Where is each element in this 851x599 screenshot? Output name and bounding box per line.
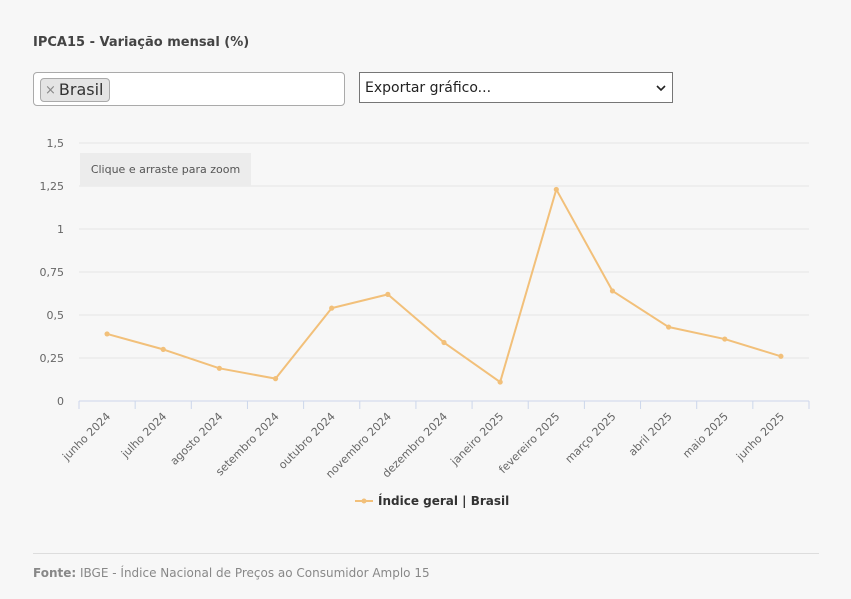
data-point[interactable] bbox=[216, 365, 222, 371]
export-select-label: Exportar gráfico... bbox=[365, 79, 492, 96]
x-tick-label: julho 2024 bbox=[118, 410, 169, 461]
x-tick-label: junho 2025 bbox=[733, 410, 787, 464]
x-tick-label: março 2025 bbox=[563, 410, 619, 466]
x-tick-label: agosto 2024 bbox=[168, 410, 226, 468]
source-text: IBGE - Índice Nacional de Preços ao Cons… bbox=[80, 566, 430, 580]
chart-title: IPCA15 - Variação mensal (%) bbox=[33, 35, 250, 50]
data-point[interactable] bbox=[104, 331, 110, 337]
chart-gridlines bbox=[79, 142, 809, 359]
data-point[interactable] bbox=[272, 376, 279, 382]
y-axis-ticks: 0 0,25 0,5 0,75 1 1,25 1,5 bbox=[40, 137, 65, 408]
series-index-geral[interactable] bbox=[104, 186, 784, 385]
x-tick-label: maio 2025 bbox=[680, 410, 731, 461]
legend-line-marker-icon bbox=[355, 498, 373, 504]
zoom-hint: Clique e arraste para zoom bbox=[80, 153, 251, 186]
region-tag-label: Brasil bbox=[58, 80, 104, 99]
data-point[interactable] bbox=[329, 305, 335, 311]
data-point[interactable] bbox=[441, 339, 447, 346]
data-point[interactable] bbox=[609, 288, 616, 294]
x-tick-label: janeiro 2025 bbox=[448, 410, 507, 469]
y-tick-label: 0,75 bbox=[40, 266, 65, 279]
x-tick-label: abril 2025 bbox=[626, 410, 675, 459]
y-tick-label: 1,5 bbox=[47, 137, 65, 150]
y-tick-label: 1,25 bbox=[40, 180, 65, 193]
region-multiselect[interactable]: × Brasil bbox=[33, 72, 345, 106]
x-axis bbox=[78, 400, 810, 409]
source-label: Fonte: bbox=[33, 566, 77, 580]
data-point[interactable] bbox=[778, 353, 784, 359]
y-tick-label: 1 bbox=[57, 223, 64, 236]
x-tick-label: fevereiro 2025 bbox=[496, 410, 562, 476]
legend-label: Índice geral | Brasil bbox=[378, 494, 510, 508]
series-line bbox=[106, 188, 782, 384]
y-tick-label: 0,5 bbox=[47, 309, 65, 322]
footer-divider bbox=[33, 553, 819, 554]
data-point[interactable] bbox=[497, 379, 503, 385]
data-point[interactable] bbox=[385, 291, 391, 297]
data-point[interactable] bbox=[553, 186, 559, 193]
y-tick-label: 0,25 bbox=[40, 352, 65, 365]
x-tick-label: junho 2024 bbox=[59, 410, 113, 464]
y-tick-label: 0 bbox=[57, 395, 64, 408]
remove-tag-icon[interactable]: × bbox=[45, 82, 56, 98]
source-note: Fonte: IBGE - Índice Nacional de Preços … bbox=[33, 566, 430, 580]
selected-region-tag: × Brasil bbox=[40, 78, 110, 102]
chevron-down-icon bbox=[656, 84, 666, 91]
line-chart[interactable]: 0 0,25 0,5 0,75 1 1,25 1,5 junho 2024 julho 202… bbox=[0, 120, 851, 480]
data-point[interactable] bbox=[666, 324, 672, 330]
x-tick-label: outubro 2024 bbox=[276, 410, 338, 472]
data-point[interactable] bbox=[722, 336, 728, 342]
export-chart-select[interactable]: Exportar gráfico... bbox=[359, 72, 673, 103]
legend-item[interactable]: Índice geral | Brasil bbox=[355, 494, 509, 508]
data-point[interactable] bbox=[160, 346, 166, 352]
